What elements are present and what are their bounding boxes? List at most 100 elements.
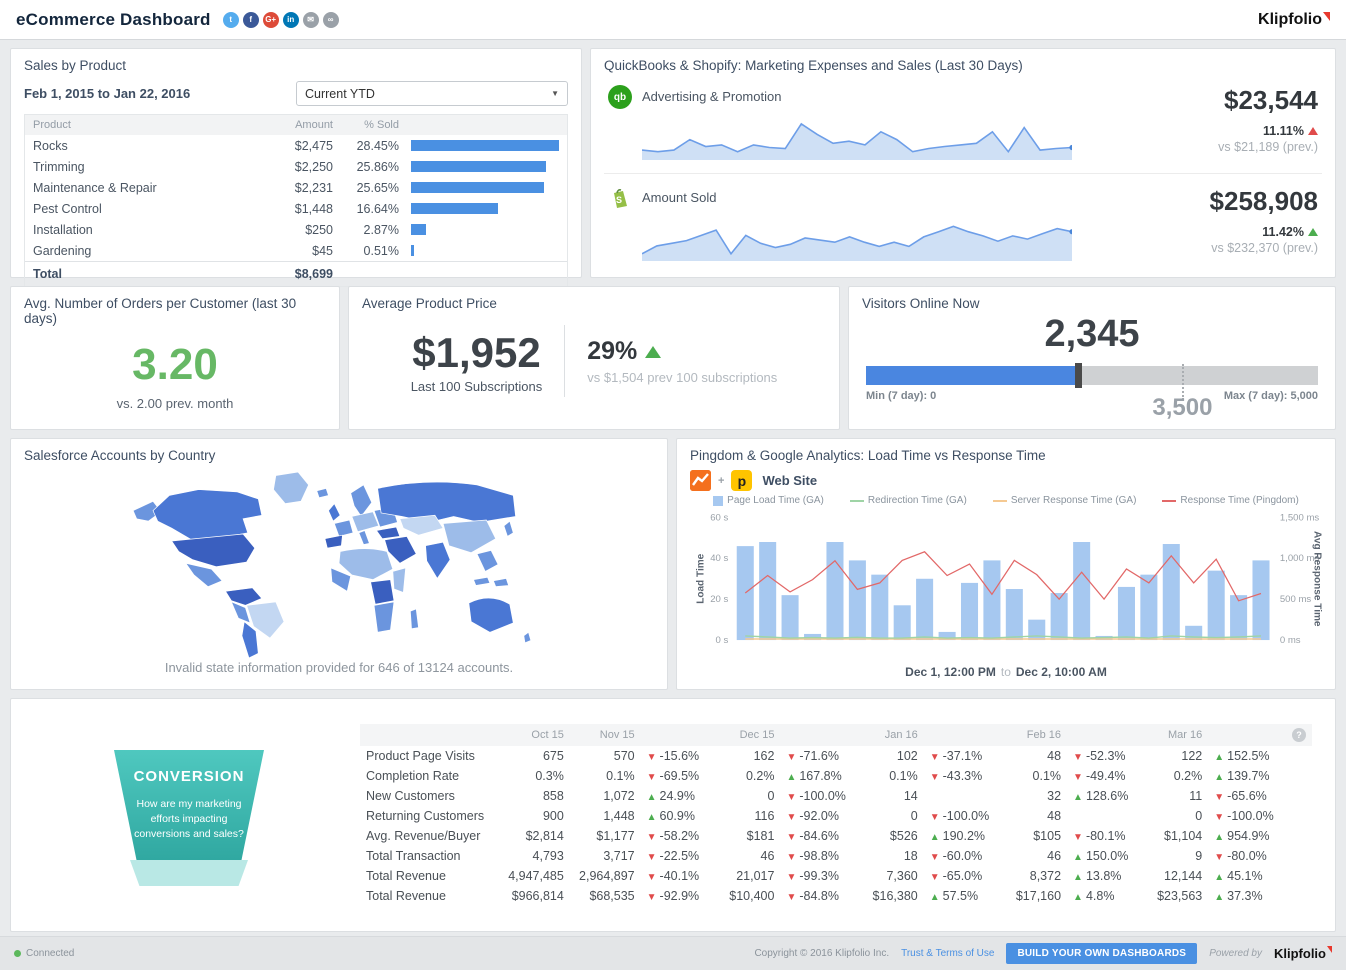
gauge-min-label: Min (7 day): 0 xyxy=(866,390,937,402)
panel-title: Avg. Number of Orders per Customer (last… xyxy=(24,296,297,326)
arrow-down-icon: ▼ xyxy=(929,852,940,863)
panel-quickbooks-shopify: QuickBooks & Shopify: Marketing Expenses… xyxy=(590,48,1336,278)
svg-text:0 ms: 0 ms xyxy=(1280,635,1301,646)
connected-status-icon xyxy=(14,950,21,957)
arrow-down-icon: ▼ xyxy=(1214,792,1225,803)
pingdom-icon: p xyxy=(731,470,753,491)
build-dashboards-button[interactable]: BUILD YOUR OWN DASHBOARDS xyxy=(1006,943,1198,964)
klipfolio-logo: Klipfolio xyxy=(1258,11,1330,29)
panel-title: Average Product Price xyxy=(362,296,497,311)
panel-avg-orders: Avg. Number of Orders per Customer (last… xyxy=(10,286,340,430)
arrow-up-icon: ▲ xyxy=(1214,832,1225,843)
gauge-handle[interactable] xyxy=(1074,363,1082,388)
col-pct-sold: % Sold xyxy=(364,119,399,131)
page-title: eCommerce Dashboard xyxy=(16,9,211,29)
legend-item[interactable]: Redirection Time (GA) xyxy=(849,495,967,506)
plus-icon: + xyxy=(718,474,725,487)
twitter-icon[interactable]: t xyxy=(222,11,239,28)
arrow-down-icon: ▼ xyxy=(929,752,940,763)
arrow-up-icon: ▲ xyxy=(1073,872,1083,883)
googleplus-icon[interactable]: G+ xyxy=(262,11,279,28)
sales-table-row: Gardening $45 0.51% xyxy=(25,240,567,261)
gauge-threshold-label: 3,500 xyxy=(1152,394,1213,421)
load-vs-response-chart[interactable]: 0 s 20 s 40 s 60 s 0 ms 500 ms 1,000 ms 1,500 m… xyxy=(690,506,1322,664)
arrow-up-icon: ▲ xyxy=(786,772,797,783)
sales-table-row: Rocks $2,475 28.45% xyxy=(25,135,567,156)
arrow-up-icon: ▲ xyxy=(1073,892,1083,903)
conversion-table-row: Avg. Revenue/Buyer $2,814 $1,177 ▼ -58.2% $18… xyxy=(366,829,1270,843)
link-icon[interactable]: ∞ xyxy=(322,11,339,28)
arrow-up-icon xyxy=(1308,127,1318,135)
metric-sparkline xyxy=(641,225,1075,261)
metric-label: Advertising & Promotion xyxy=(642,89,782,104)
legend-swatch xyxy=(1162,499,1177,502)
terms-link[interactable]: Trust & Terms of Use xyxy=(901,948,995,959)
svg-text:20 s: 20 s xyxy=(710,594,728,605)
conversion-title: CONVERSION xyxy=(133,768,245,785)
legend-label: Response Time (Pingdom) xyxy=(1180,495,1299,506)
shopify-icon: S xyxy=(608,186,632,210)
conversion-badge-reflection xyxy=(130,860,248,886)
svg-text:Load Time: Load Time xyxy=(695,553,706,603)
metric-vs-prev: vs $232,370 (prev.) xyxy=(1211,241,1318,255)
arrow-down-icon: ▼ xyxy=(786,792,797,803)
svg-text:1,000 ms: 1,000 ms xyxy=(1280,553,1320,564)
arrow-down-icon: ▼ xyxy=(1214,812,1225,823)
legend-label: Page Load Time (GA) xyxy=(727,495,824,506)
period-select[interactable]: Current YTD ▼ xyxy=(296,81,568,106)
arrow-down-icon: ▼ xyxy=(646,892,657,903)
legend-label: Redirection Time (GA) xyxy=(867,495,967,506)
arrow-up-icon: ▲ xyxy=(1214,752,1225,763)
legend-item[interactable]: Page Load Time (GA) xyxy=(713,495,824,506)
divider xyxy=(564,325,566,397)
caption-to-word: to xyxy=(1000,665,1011,679)
help-icon[interactable]: ? xyxy=(1291,728,1306,742)
facebook-icon[interactable]: f xyxy=(242,11,259,28)
caption-from: Dec 1, 12:00 PM xyxy=(905,665,996,679)
metric-value: $258,908 xyxy=(1209,186,1318,216)
sales-table-row: Trimming $2,250 25.86% xyxy=(25,156,567,177)
copyright-text: Copyright © 2016 Klipfolio Inc. xyxy=(754,948,890,959)
email-icon[interactable]: ✉ xyxy=(302,11,319,28)
arrow-down-icon: ▼ xyxy=(929,872,940,883)
legend-label: Server Response Time (GA) xyxy=(1010,495,1137,506)
arrow-down-icon: ▼ xyxy=(786,872,797,883)
arrow-down-icon: ▼ xyxy=(646,772,657,783)
connected-status: Connected xyxy=(26,948,75,959)
arrow-down-icon: ▼ xyxy=(929,812,940,823)
total-amount: $8,699 xyxy=(294,267,333,281)
metric-row: qb Advertising & Promotion $23,544 11.11% … xyxy=(604,73,1322,173)
arrow-down-icon: ▼ xyxy=(929,772,940,783)
legend-item[interactable]: Response Time (Pingdom) xyxy=(1162,495,1299,506)
arrow-down-icon: ▼ xyxy=(646,752,657,763)
avg-price-subtitle: Last 100 Subscriptions xyxy=(410,378,543,394)
legend-item[interactable]: Server Response Time (GA) xyxy=(992,495,1137,506)
conversion-badge: CONVERSION How are my marketing efforts … xyxy=(114,750,264,860)
avg-price-delta: 29% xyxy=(587,337,638,365)
quickbooks-icon: qb xyxy=(608,85,632,109)
svg-text:0 s: 0 s xyxy=(716,635,729,646)
sales-table-row: Installation $250 2.87% xyxy=(25,219,567,240)
svg-text:500 ms: 500 ms xyxy=(1280,594,1312,605)
powered-by-label: Powered by xyxy=(1209,948,1262,959)
panel-title: QuickBooks & Shopify: Marketing Expenses… xyxy=(604,58,1023,73)
conversion-table-row: Total Transaction 4,793 3,717 ▼ -22.5% 46 ▼ -98… xyxy=(366,849,1267,863)
sales-table-header: Product Amount % Sold xyxy=(25,115,567,135)
site-label: Web Site xyxy=(762,473,818,488)
sales-total-row: Total $8,699 xyxy=(25,261,567,286)
total-label: Total xyxy=(33,267,62,281)
legend-swatch xyxy=(713,495,724,506)
arrow-down-icon: ▼ xyxy=(1073,752,1083,763)
linkedin-icon[interactable]: in xyxy=(282,11,299,28)
map-note: Invalid state information provided for 6… xyxy=(164,660,514,675)
world-choropleth-map[interactable] xyxy=(24,465,654,658)
sales-table: Product Amount % Sold Rocks $2,475 28.45% … xyxy=(24,114,568,287)
svg-text:S: S xyxy=(616,195,622,205)
metric-delta: 11.11% xyxy=(1128,124,1318,138)
gauge-threshold-line xyxy=(1182,364,1185,400)
conversion-table-row: Completion Rate 0.3% 0.1% ▼ -69.5% 0.2% ▲ 167.8… xyxy=(366,769,1270,783)
period-select-value: Current YTD xyxy=(305,86,375,101)
arrow-down-icon: ▼ xyxy=(786,752,797,763)
chart-x-caption: Dec 1, 12:00 PM to Dec 2, 10:00 AM xyxy=(690,665,1322,679)
arrow-down-icon: ▼ xyxy=(646,872,657,883)
